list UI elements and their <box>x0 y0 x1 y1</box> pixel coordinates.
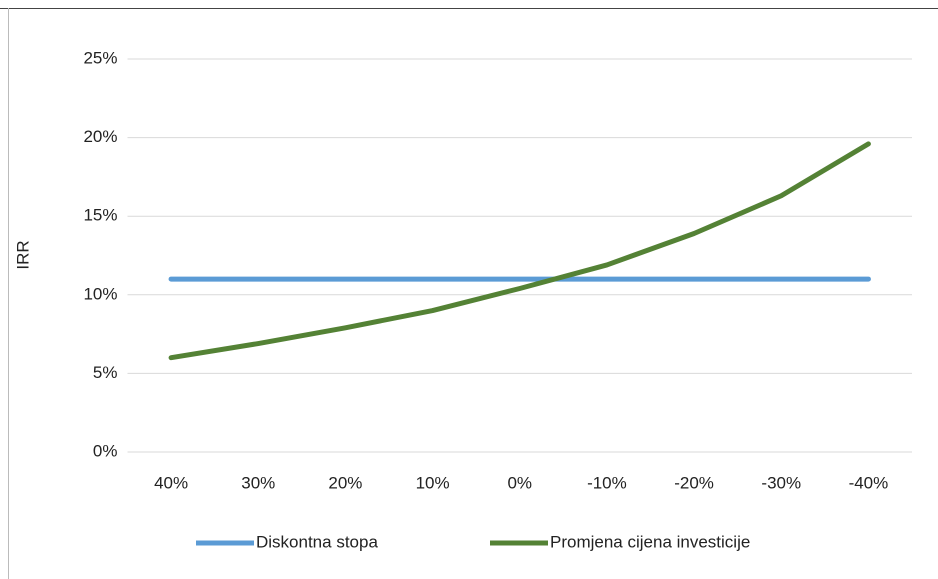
series-line <box>168 141 871 361</box>
y-tick-label: 5% <box>93 363 118 382</box>
y-axis-label: IRR <box>13 240 32 269</box>
y-tick-label: 15% <box>83 206 117 225</box>
x-tick-label: 30% <box>241 473 275 492</box>
x-tick-label: -40% <box>849 473 889 492</box>
x-tick-label: 20% <box>328 473 362 492</box>
legend-label: Diskontna stopa <box>256 532 378 551</box>
x-tick-label: 0% <box>507 473 532 492</box>
legend-label: Promjena cijena investicije <box>550 532 750 551</box>
y-tick-label: 10% <box>83 284 117 303</box>
x-tick-label: -30% <box>761 473 801 492</box>
y-tick-label: 25% <box>83 48 117 67</box>
y-tick-label: 0% <box>93 441 118 460</box>
x-tick-label: -20% <box>674 473 714 492</box>
y-tick-label: 20% <box>83 127 117 146</box>
x-tick-label: 10% <box>416 473 450 492</box>
x-tick-label: -10% <box>587 473 627 492</box>
x-tick-label: 40% <box>154 473 188 492</box>
